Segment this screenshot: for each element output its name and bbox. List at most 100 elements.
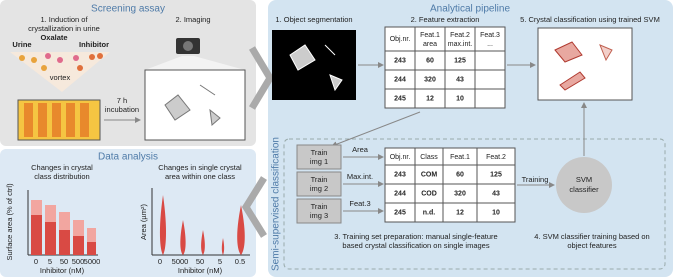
semi-box [283, 138, 666, 270]
reagent: Inhibitor [79, 40, 109, 49]
step-label: crystallization in urine [28, 24, 100, 33]
table-header: ... [487, 41, 493, 48]
train-image [296, 198, 342, 224]
train-label: img 3 [310, 211, 328, 220]
vortex-label: vortex [50, 73, 71, 82]
table-cell: 43 [456, 76, 464, 83]
plot-title: class distribution [34, 172, 89, 181]
train-label: img 1 [310, 157, 328, 166]
table-cell: 320 [454, 190, 466, 197]
y-axis-label: Area (µm²) [139, 204, 148, 240]
table-header: Feat.3 [480, 32, 500, 39]
x-tick-label: 5 [48, 257, 52, 266]
table-cell: COM [421, 171, 438, 178]
table-header: max.int. [448, 41, 473, 48]
panel-title: Semi-supervised classification [271, 137, 282, 271]
table-cell: 10 [492, 209, 500, 216]
table-cell: 244 [394, 76, 406, 83]
x-axis-label: Inhibitor (nM) [178, 266, 223, 275]
incubation-label: 7 h [117, 96, 127, 105]
table-header: Feat.1 [420, 32, 440, 39]
incubation-label: incubation [105, 105, 139, 114]
crystals [554, 41, 586, 91]
step-label: object features [567, 241, 616, 250]
funnel-dots [10, 52, 110, 92]
feature-label: Area [352, 145, 369, 154]
table-header: Feat.2 [450, 32, 470, 39]
reagent: Urine [12, 40, 31, 49]
x-tick-label: 0 [34, 257, 38, 266]
arrow [331, 111, 421, 147]
table-header: Obj.nr. [390, 154, 411, 161]
table-header: Feat.1 [450, 154, 470, 161]
step-label: 1. Object segmentation [275, 15, 352, 24]
plot-title: Changes in crystal [31, 163, 93, 172]
step-label: 2. Imaging [175, 15, 210, 24]
table-cell: 320 [424, 76, 436, 83]
classified-image [537, 27, 633, 101]
panel-title: Screening assay [91, 4, 165, 15]
table-cell: 12 [426, 95, 434, 102]
step-label: based crystal classification on single i… [342, 241, 489, 250]
plot-title: area within one class [165, 172, 235, 181]
x-tick-label: 0 [158, 257, 162, 266]
table-cell: 43 [492, 190, 500, 197]
svm-circle [556, 157, 612, 213]
table-header: Class [420, 154, 438, 161]
table-cell: 12 [456, 209, 464, 216]
crystals [289, 44, 343, 92]
train-label: Train [311, 175, 328, 184]
table-header: Obj.nr. [390, 36, 411, 43]
step-label: 2. Feature extraction [411, 15, 480, 24]
crystals [164, 84, 221, 126]
camera [145, 38, 245, 70]
chevron [248, 46, 275, 110]
reagent: Oxalate [40, 33, 67, 42]
class-table [384, 147, 516, 223]
train-label: Train [311, 202, 328, 211]
image-box [144, 69, 246, 141]
table-cell: 125 [490, 171, 502, 178]
table-cell: COD [421, 190, 437, 197]
panel-title: Analytical pipeline [430, 4, 510, 15]
well-plate [17, 99, 101, 141]
table-cell: 60 [426, 57, 434, 64]
step-label: 4. SVM classifier training based on [534, 232, 649, 241]
x-tick-label: 500 [72, 257, 85, 266]
x-tick-label: 0.5 [235, 257, 245, 266]
table-cell: 243 [394, 57, 406, 64]
plot-title: Changes in single crystal [158, 163, 242, 172]
svm-label: classifier [569, 185, 599, 194]
crystals [599, 44, 613, 62]
panel-title: Data analysis [98, 152, 158, 163]
table-cell: 125 [454, 57, 466, 64]
x-tick-label: 5 [218, 257, 222, 266]
x-tick-label: 5000 [84, 257, 101, 266]
x-axis-label: Inhibitor (nM) [40, 266, 85, 275]
svm-label: SVM [576, 175, 592, 184]
train-label: img 2 [310, 184, 328, 193]
train-label: Train [311, 148, 328, 157]
table-cell: 243 [394, 171, 406, 178]
table-cell: 244 [394, 190, 406, 197]
step-label: 3. Training set preparation: manual sing… [334, 232, 497, 241]
chevron [241, 176, 267, 238]
train-image [296, 144, 342, 170]
plot2 [151, 188, 250, 256]
x-tick-label: 5000 [172, 257, 189, 266]
table-cell: n.d. [423, 209, 435, 216]
feature-label: Feat.3 [349, 199, 370, 208]
plot1 [27, 190, 98, 256]
table-header: Feat.2 [486, 154, 506, 161]
table-cell: 245 [394, 95, 406, 102]
table-cell: 60 [456, 171, 464, 178]
step-label: 1. Induction of [40, 15, 88, 24]
table-cell: 245 [394, 209, 406, 216]
table-header: area [423, 41, 437, 48]
step-label: 5. Crystal classification using trained … [520, 15, 660, 24]
feature-label: Max.int. [347, 172, 373, 181]
segmentation-image [272, 30, 356, 100]
training-label: Training [522, 175, 549, 184]
x-tick-label: 50 [196, 257, 204, 266]
